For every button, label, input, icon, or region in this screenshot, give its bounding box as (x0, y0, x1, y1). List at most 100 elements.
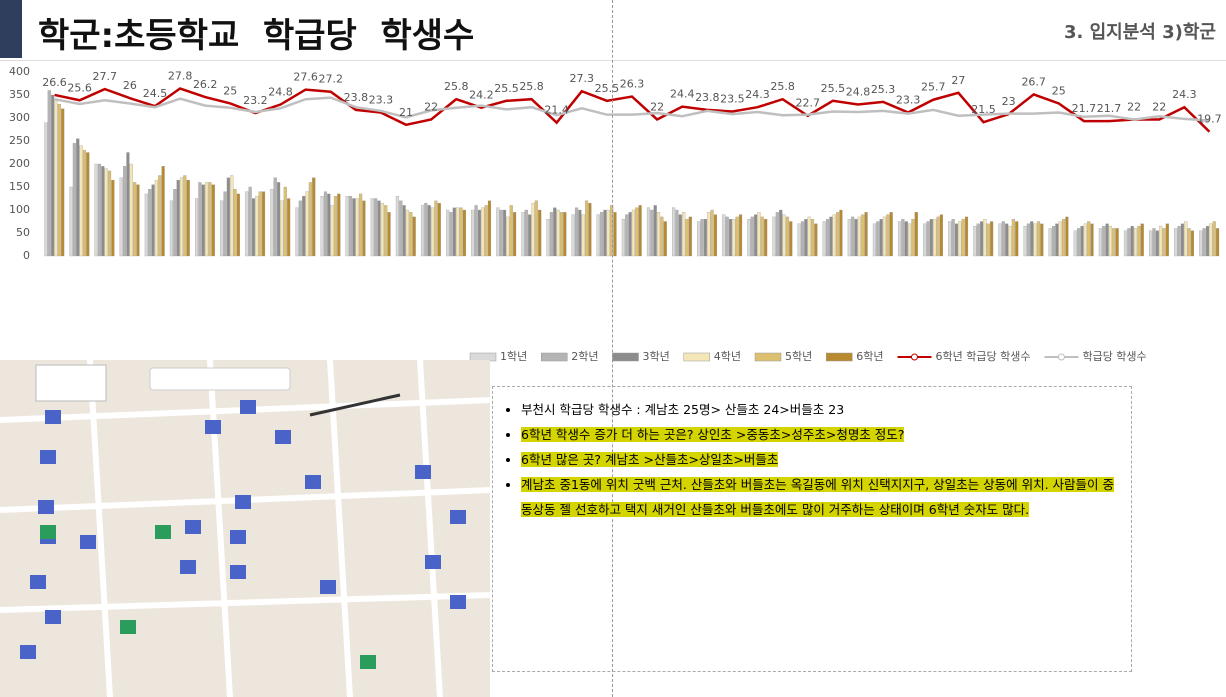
bar (1130, 225, 1134, 257)
bar (675, 209, 679, 257)
bar (323, 191, 328, 257)
bar (1080, 225, 1084, 257)
bar (1152, 228, 1156, 257)
bar (897, 221, 902, 257)
bar (405, 209, 410, 257)
bar (973, 225, 977, 257)
bar (998, 223, 1002, 257)
bar (123, 166, 127, 257)
map (0, 360, 490, 697)
bar (333, 196, 338, 257)
bar (481, 207, 485, 257)
legend-swatch (683, 352, 710, 362)
bar (621, 219, 625, 257)
bar (312, 177, 316, 257)
bar (581, 214, 585, 257)
bar (625, 214, 629, 257)
bar (1023, 225, 1027, 257)
bar (308, 182, 312, 257)
bar (1190, 230, 1195, 257)
bar (424, 202, 428, 257)
bar (876, 221, 880, 257)
bar (923, 223, 927, 257)
bar (1036, 221, 1041, 257)
y-tick-label: 350 (9, 88, 30, 101)
bar (1180, 223, 1184, 257)
bar (697, 221, 701, 257)
bar (1112, 228, 1116, 257)
bar (151, 184, 155, 257)
bar (948, 221, 952, 257)
bar (1177, 225, 1181, 257)
bar (1205, 225, 1210, 257)
bar (926, 221, 930, 257)
data-label: 26.6 (42, 76, 67, 89)
bar (939, 214, 943, 257)
data-label: 24.8 (268, 86, 293, 99)
bar (836, 212, 840, 257)
bar (380, 202, 384, 257)
bar (509, 205, 513, 257)
bar (154, 179, 158, 257)
bar (983, 219, 987, 257)
bar (735, 216, 739, 257)
legend-label: 2학년 (571, 350, 598, 363)
bar (524, 209, 528, 257)
bar (1137, 225, 1141, 257)
bar (305, 191, 309, 257)
data-label: 23.8 (344, 91, 369, 104)
data-label: 25.5 (494, 82, 519, 95)
y-tick-label: 200 (9, 157, 30, 170)
bar (779, 209, 783, 257)
divider (0, 60, 1226, 61)
bar (280, 200, 284, 257)
bar (496, 207, 500, 257)
bar (785, 216, 789, 257)
bar (710, 209, 714, 257)
bar (226, 177, 230, 257)
bar (176, 179, 180, 257)
bar (420, 205, 425, 257)
bar (578, 209, 582, 257)
bar (603, 209, 607, 257)
bar (104, 168, 108, 257)
chart: 0 50 100 150 200 250 300 350 400 26.6 25.627.7 26 24… (9, 65, 1222, 363)
legend-label: 학급당 학생수 (1082, 350, 1146, 363)
bar (1184, 221, 1188, 257)
bar (864, 212, 868, 257)
bar (549, 212, 553, 257)
bar (51, 94, 55, 257)
bar (929, 219, 933, 257)
data-label: 23.3 (369, 94, 394, 107)
data-label: 22 (650, 100, 664, 113)
bar (732, 219, 736, 257)
bar (901, 219, 905, 257)
bar (459, 207, 463, 257)
bar (826, 219, 830, 257)
bar (521, 212, 525, 257)
bar (487, 200, 492, 257)
bar (958, 221, 962, 257)
bar (119, 177, 123, 257)
bar (990, 221, 994, 257)
bar (613, 212, 617, 257)
bar (198, 182, 202, 257)
bar (273, 177, 277, 257)
bullet: 6학년 많은 곳? 계남초 >산들초>상일초>버들초 (521, 447, 1119, 472)
bar (722, 214, 726, 257)
bar (374, 198, 378, 257)
bar (563, 212, 567, 257)
bar (370, 198, 374, 257)
data-label: 25.8 (770, 80, 795, 93)
bar (1008, 225, 1012, 257)
data-label: 25.6 (67, 81, 92, 94)
data-label: 24.3 (745, 88, 770, 101)
bar (1215, 228, 1220, 257)
data-label: 25.8 (519, 80, 544, 93)
bar (854, 219, 858, 257)
legend-swatch (612, 352, 639, 362)
bar (412, 216, 416, 257)
bar (847, 219, 851, 257)
bar (606, 209, 610, 257)
bar (179, 177, 184, 257)
